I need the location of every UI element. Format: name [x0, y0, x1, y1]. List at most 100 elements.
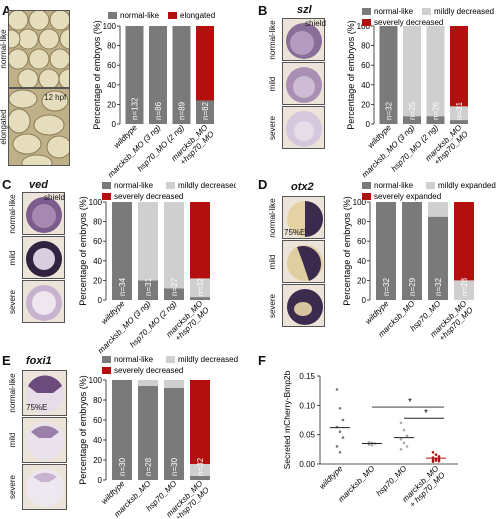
panel-a-photo-elongated — [8, 88, 70, 166]
panel-e-photo-mild — [22, 417, 67, 463]
y-tick-label: 20 — [361, 100, 370, 109]
panel-d-row-mild: mild — [268, 254, 277, 270]
y-tick-label: 0 — [98, 476, 103, 485]
significance-star: * — [408, 397, 412, 408]
legend-swatch — [422, 8, 431, 15]
n-label: n=29 — [408, 277, 417, 296]
panel-d-stage-label: 75%E — [284, 228, 306, 237]
y-tick-label: 80 — [107, 42, 116, 51]
data-point — [399, 421, 403, 425]
bar-segment — [428, 216, 448, 300]
significance-star: * — [424, 408, 428, 419]
panel-d-label: D — [258, 177, 268, 192]
category-label: hsp70_MO (2 ng) — [128, 299, 179, 350]
bar-segment — [450, 26, 468, 107]
panel-a-row-normal: normal-like — [0, 29, 8, 69]
panel-c-gene: ved — [29, 179, 48, 191]
panel-a-stage-label: 12 hpf — [44, 93, 67, 102]
y-tick-label: 20 — [93, 276, 102, 285]
legend-swatch — [102, 193, 111, 200]
panel-f-label: F — [258, 353, 266, 368]
y-tick-label: 40 — [357, 257, 366, 266]
y-axis-label: Percentage of embryos (%) — [346, 20, 356, 130]
legend-swatch — [102, 356, 111, 363]
n-label: n=32 — [196, 457, 205, 476]
panel-e-row-mild: mild — [8, 432, 17, 448]
bar-segment — [426, 26, 445, 117]
panel-e-row-normal: normal-like — [8, 373, 17, 413]
bar-segment — [190, 464, 210, 476]
data-point — [434, 459, 438, 462]
bar-segment — [450, 120, 468, 124]
bar-segment — [149, 26, 167, 124]
legend-swatch — [362, 8, 371, 15]
legend-swatch — [108, 12, 117, 19]
bar-segment — [138, 386, 158, 480]
legend-swatch — [362, 182, 371, 189]
n-label: n=30 — [118, 457, 127, 476]
y-tick-label: 40 — [361, 81, 370, 90]
legend-label: normal-like — [114, 181, 154, 190]
n-label: n=27 — [170, 277, 179, 296]
legend-label: normal-like — [114, 355, 154, 364]
y-tick-label: 80 — [93, 396, 102, 405]
y-tick-label: 0.05 — [299, 431, 315, 440]
y-axis-label: Percentage of embryos (%) — [78, 375, 88, 485]
bar-segment — [454, 280, 474, 300]
legend-swatch — [166, 356, 175, 363]
y-tick-label: 40 — [93, 257, 102, 266]
data-point — [338, 406, 342, 410]
n-label: n=31 — [455, 101, 464, 120]
n-label: n=30 — [170, 457, 179, 476]
y-axis-label: Percentage of embryos (%) — [78, 196, 88, 306]
bar-segment — [379, 26, 398, 124]
panel-b-gene: szl — [297, 4, 312, 16]
data-point — [405, 434, 409, 438]
y-tick-label: 100 — [353, 198, 367, 207]
data-point — [335, 445, 339, 448]
y-tick-label: 60 — [361, 61, 370, 70]
panel-d-photo-severe — [282, 284, 325, 327]
legend-label: severely decreased — [114, 366, 183, 375]
panel-c-photo-normal — [22, 192, 65, 235]
y-axis-label: Percentage of embryos (%) — [342, 196, 352, 306]
n-label: n=32 — [196, 277, 205, 296]
y-tick-label: 0 — [362, 296, 367, 305]
panel-c-row-severe: severe — [8, 290, 17, 315]
data-point — [437, 459, 441, 463]
n-label: n=89 — [178, 101, 187, 120]
data-point — [335, 388, 339, 391]
bar-segment — [138, 280, 158, 300]
legend-swatch — [168, 12, 177, 19]
n-label: n=32 — [382, 277, 391, 296]
panel-b-stage-label: shield — [305, 19, 326, 28]
y-tick-label: 100 — [89, 376, 103, 385]
bar-segment — [164, 380, 184, 388]
y-tick-label: 60 — [107, 61, 116, 70]
y-tick-label: 100 — [89, 198, 103, 207]
n-label: n=86 — [154, 101, 163, 120]
panel-c-stage-label: shield — [44, 193, 65, 202]
bar-segment — [138, 380, 158, 386]
data-point — [341, 436, 345, 439]
y-tick-label: 0 — [98, 296, 103, 305]
panel-b-label: B — [258, 3, 268, 18]
legend-label: mildly decreased — [434, 7, 494, 16]
bar-segment — [450, 106, 468, 121]
panel-f-chart: 0.00 0.05 0.10 0.15 Secreted mCherry-Bmp2b wi… — [282, 370, 458, 509]
y-tick-label: 0.15 — [299, 372, 315, 381]
bar-segment — [190, 476, 210, 480]
bar-segment — [190, 380, 210, 464]
panel-e-photo-severe — [22, 464, 67, 510]
panel-e-photo-normal — [22, 370, 67, 416]
n-label: n=82 — [201, 101, 210, 120]
legend-swatch — [426, 182, 435, 189]
panel-e-gene: foxi1 — [26, 355, 52, 367]
n-label: n=32 — [385, 101, 394, 120]
bar-segment — [190, 278, 210, 298]
bar-segment — [190, 297, 210, 300]
legend-label: elongated — [180, 11, 215, 20]
panel-a-photo-normal — [8, 10, 70, 88]
panel-e-row-severe: severe — [8, 475, 17, 500]
